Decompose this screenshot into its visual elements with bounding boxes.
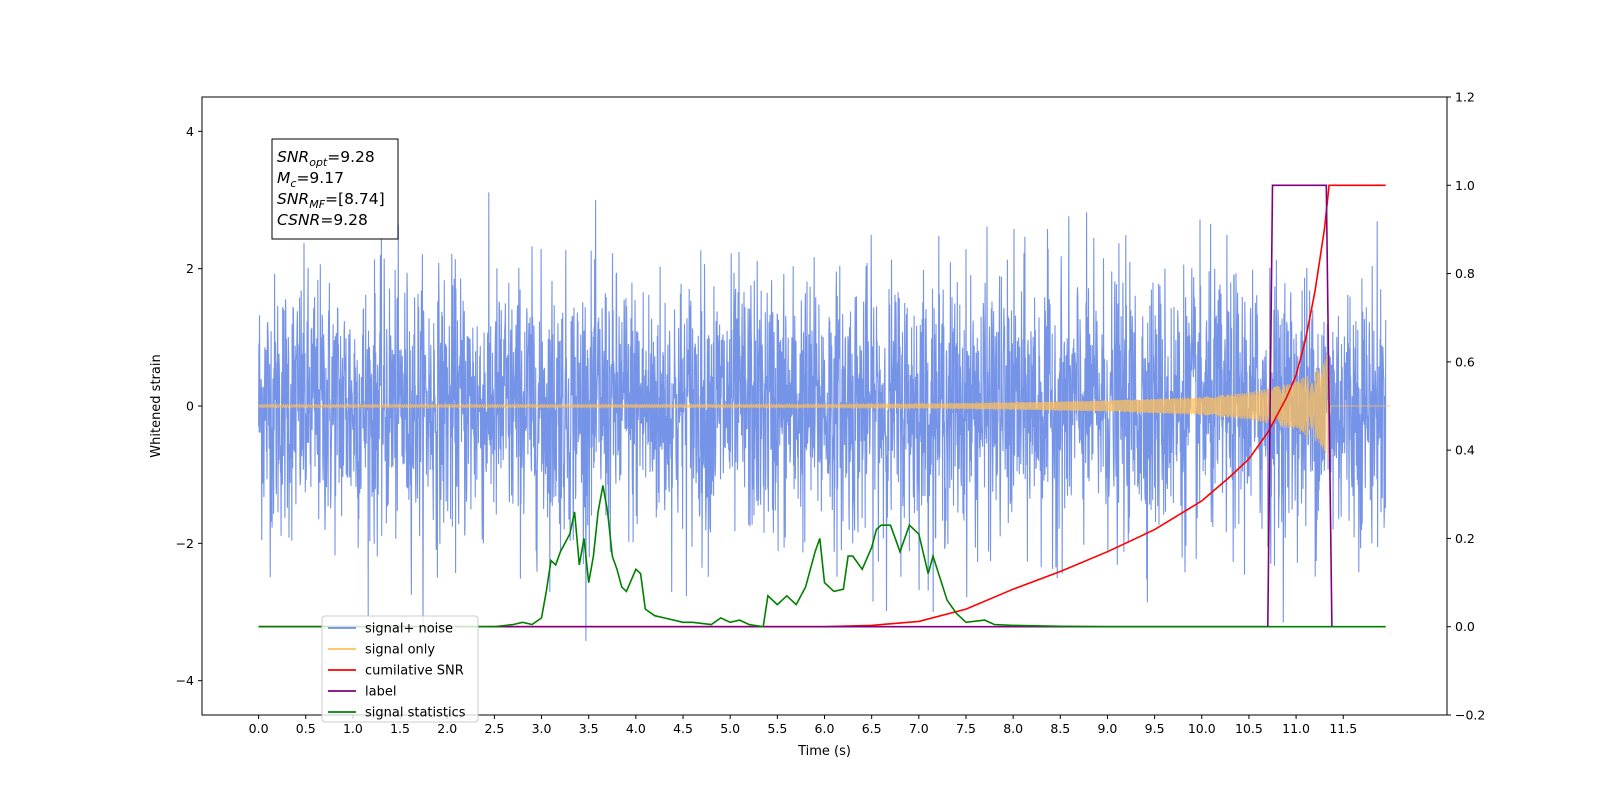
legend: signal+ noise signal only cumilative SNR la… <box>321 615 479 723</box>
annotation-subscript: c <box>290 177 296 190</box>
annotation-value: =[8.74] <box>325 190 385 208</box>
annotation-line: SNRMF=[8.74] <box>277 190 385 211</box>
legend-signal-only-label: signal only <box>365 643 435 658</box>
plot-traces <box>258 184 1391 642</box>
annotation-line: CSNR=9.28 <box>277 211 368 229</box>
legend-signal-statistics-label: signal statistics <box>365 706 466 721</box>
annotation-subscript: MF <box>309 198 325 211</box>
x-tick-label: 7.0 <box>909 721 929 736</box>
x-tick-label: 10.0 <box>1188 721 1216 736</box>
annotation-subscript: opt <box>309 156 328 169</box>
x-tick-label: 7.5 <box>956 721 976 736</box>
x-tick-label: 11.5 <box>1329 721 1357 736</box>
x-tick-label: 0.5 <box>296 721 316 736</box>
x-tick-label: 11.0 <box>1282 721 1310 736</box>
annotation-symbol: SNR <box>277 148 309 166</box>
x-tick-label: 2.0 <box>437 721 457 736</box>
x-tick-label: 1.0 <box>343 721 363 736</box>
annotation-symbol: CSNR <box>277 211 320 229</box>
y2-tick-label: 0.2 <box>1455 531 1475 546</box>
x-tick-label: 4.5 <box>673 721 693 736</box>
x-tick-label: 3.0 <box>532 721 552 736</box>
y-tick-label: −2 <box>176 536 194 551</box>
x-tick-label: 2.5 <box>484 721 504 736</box>
x-tick-label: 5.0 <box>720 721 740 736</box>
series-signal-noise-line <box>258 192 1387 642</box>
y2-tick-label: −0.2 <box>1455 708 1485 723</box>
annotation-value: =9.28 <box>320 211 368 229</box>
y2-tick-label: 1.2 <box>1455 90 1475 105</box>
y-tick-label: 0 <box>186 399 194 414</box>
x-tick-label: 8.0 <box>1003 721 1023 736</box>
series-signal-only-line <box>258 353 1391 460</box>
x-tick-label: 9.5 <box>1145 721 1165 736</box>
y-axis-label: Whitened strain <box>149 354 164 457</box>
annotation-symbol: SNR <box>277 190 309 208</box>
x-tick-label: 8.5 <box>1050 721 1070 736</box>
legend-signal-noise-label: signal+ noise <box>365 622 453 637</box>
annotation-value: =9.17 <box>296 169 344 187</box>
annotation-value: =9.28 <box>327 148 375 166</box>
y2-tick-label: 0.8 <box>1455 266 1475 281</box>
annotation-line: Mc=9.17 <box>277 169 344 190</box>
y2-tick-label: 0.6 <box>1455 354 1475 369</box>
x-tick-label: 4.0 <box>626 721 646 736</box>
y-tick-label: −4 <box>176 673 194 688</box>
legend-cumilative-snr-label: cumilative SNR <box>365 664 464 679</box>
legend-frame <box>321 615 479 723</box>
x-tick-label: 6.5 <box>862 721 882 736</box>
x-tick-label: 5.5 <box>767 721 787 736</box>
x-tick-label: 3.5 <box>579 721 599 736</box>
x-tick-label: 1.5 <box>390 721 410 736</box>
x-tick-label: 9.0 <box>1098 721 1118 736</box>
series-cumilative-snr-line <box>258 184 1386 628</box>
y2-tick-label: 0.0 <box>1455 619 1475 634</box>
x-tick-label: 6.0 <box>815 721 835 736</box>
y-tick-label: 4 <box>186 124 194 139</box>
y2-tick-label: 1.0 <box>1455 178 1475 193</box>
y2-tick-label: 0.4 <box>1455 443 1475 458</box>
annotation-line: SNRopt=9.28 <box>277 148 375 169</box>
plot-axes: 0.0 0.5 1.0 1.5 2.0 2.5 3.0 3.5 4.0 4.5 5.0 5.5 6.0 6… <box>176 90 1486 737</box>
x-tick-label: 0.0 <box>249 721 269 736</box>
x-axis-label: Time (s) <box>797 744 851 759</box>
series-signal-statistics-line <box>258 485 1386 628</box>
y-tick-label: 2 <box>186 261 194 276</box>
annotation-symbol: M <box>277 169 290 187</box>
annotation-frame <box>271 138 399 240</box>
legend-label-label: label <box>365 685 396 700</box>
x-tick-label: 10.5 <box>1235 721 1263 736</box>
